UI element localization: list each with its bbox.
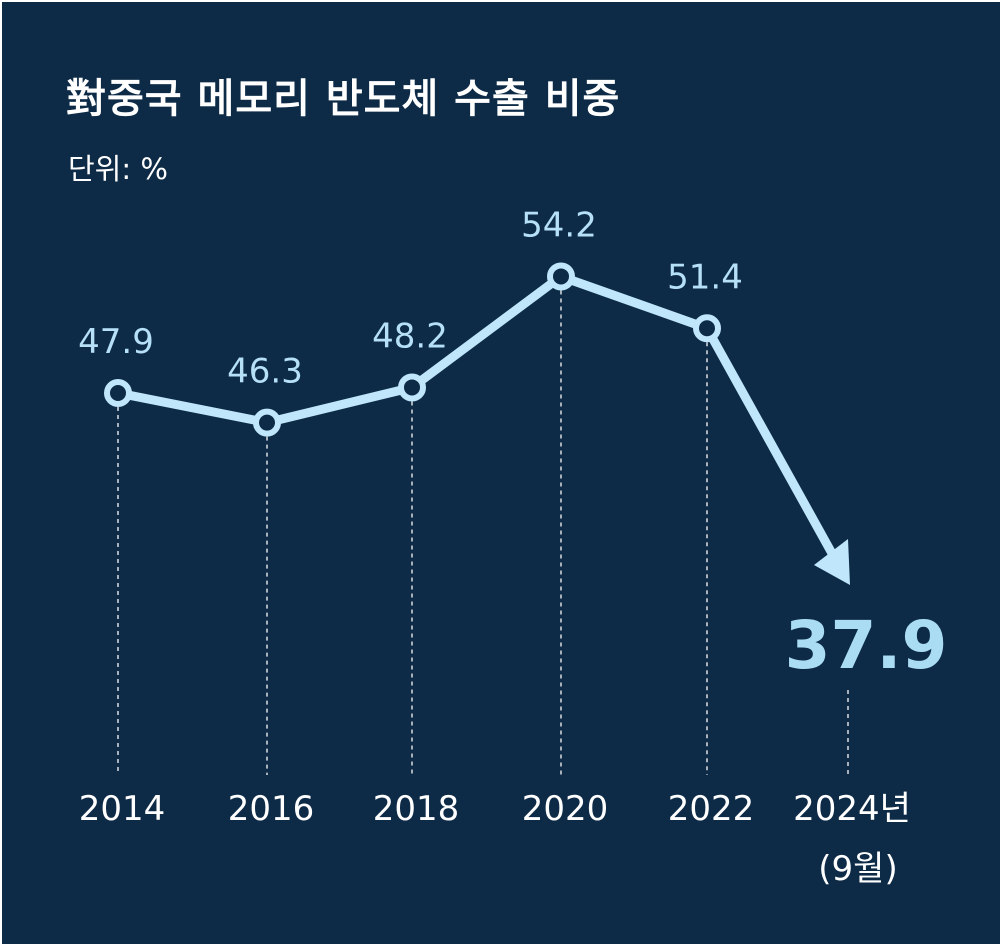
value-label: 51.4 bbox=[667, 257, 743, 297]
x-tick-sublabel: (9월) bbox=[818, 849, 897, 889]
arrow-head bbox=[814, 539, 850, 585]
value-labels: 47.9 46.3 48.2 54.2 51.4 37.9 bbox=[78, 205, 947, 684]
data-point bbox=[547, 262, 575, 291]
data-point bbox=[253, 408, 281, 437]
data-point bbox=[398, 373, 426, 402]
data-points bbox=[104, 262, 721, 437]
x-tick-label: 2020 bbox=[522, 789, 609, 829]
unit-label: 단위: % bbox=[68, 152, 168, 186]
guide-lines bbox=[117, 290, 849, 775]
value-label: 47.9 bbox=[78, 322, 154, 362]
x-tick-label: 2022 bbox=[668, 789, 755, 829]
series-segment bbox=[407, 271, 566, 392]
value-label: 54.2 bbox=[521, 205, 597, 245]
series-line bbox=[113, 271, 850, 585]
series-segment bbox=[113, 388, 272, 428]
data-point bbox=[693, 314, 721, 343]
series-segment bbox=[556, 271, 712, 333]
x-axis-ticks: 2014 2016 2018 2020 2022 2024년 (9월) bbox=[79, 789, 911, 889]
series-segment bbox=[262, 382, 417, 428]
x-tick-label: 2018 bbox=[373, 789, 460, 829]
x-tick-label: 2024년 bbox=[793, 789, 911, 829]
arrow-shaft bbox=[702, 323, 839, 562]
value-label: 46.3 bbox=[227, 352, 303, 392]
chart-title: 對중국 메모리 반도체 수출 비중 bbox=[66, 76, 621, 122]
x-tick-label: 2014 bbox=[79, 789, 166, 829]
value-label: 48.2 bbox=[372, 316, 448, 356]
x-tick-label: 2016 bbox=[228, 789, 315, 829]
data-point bbox=[104, 379, 132, 407]
value-label-final: 37.9 bbox=[785, 607, 948, 684]
